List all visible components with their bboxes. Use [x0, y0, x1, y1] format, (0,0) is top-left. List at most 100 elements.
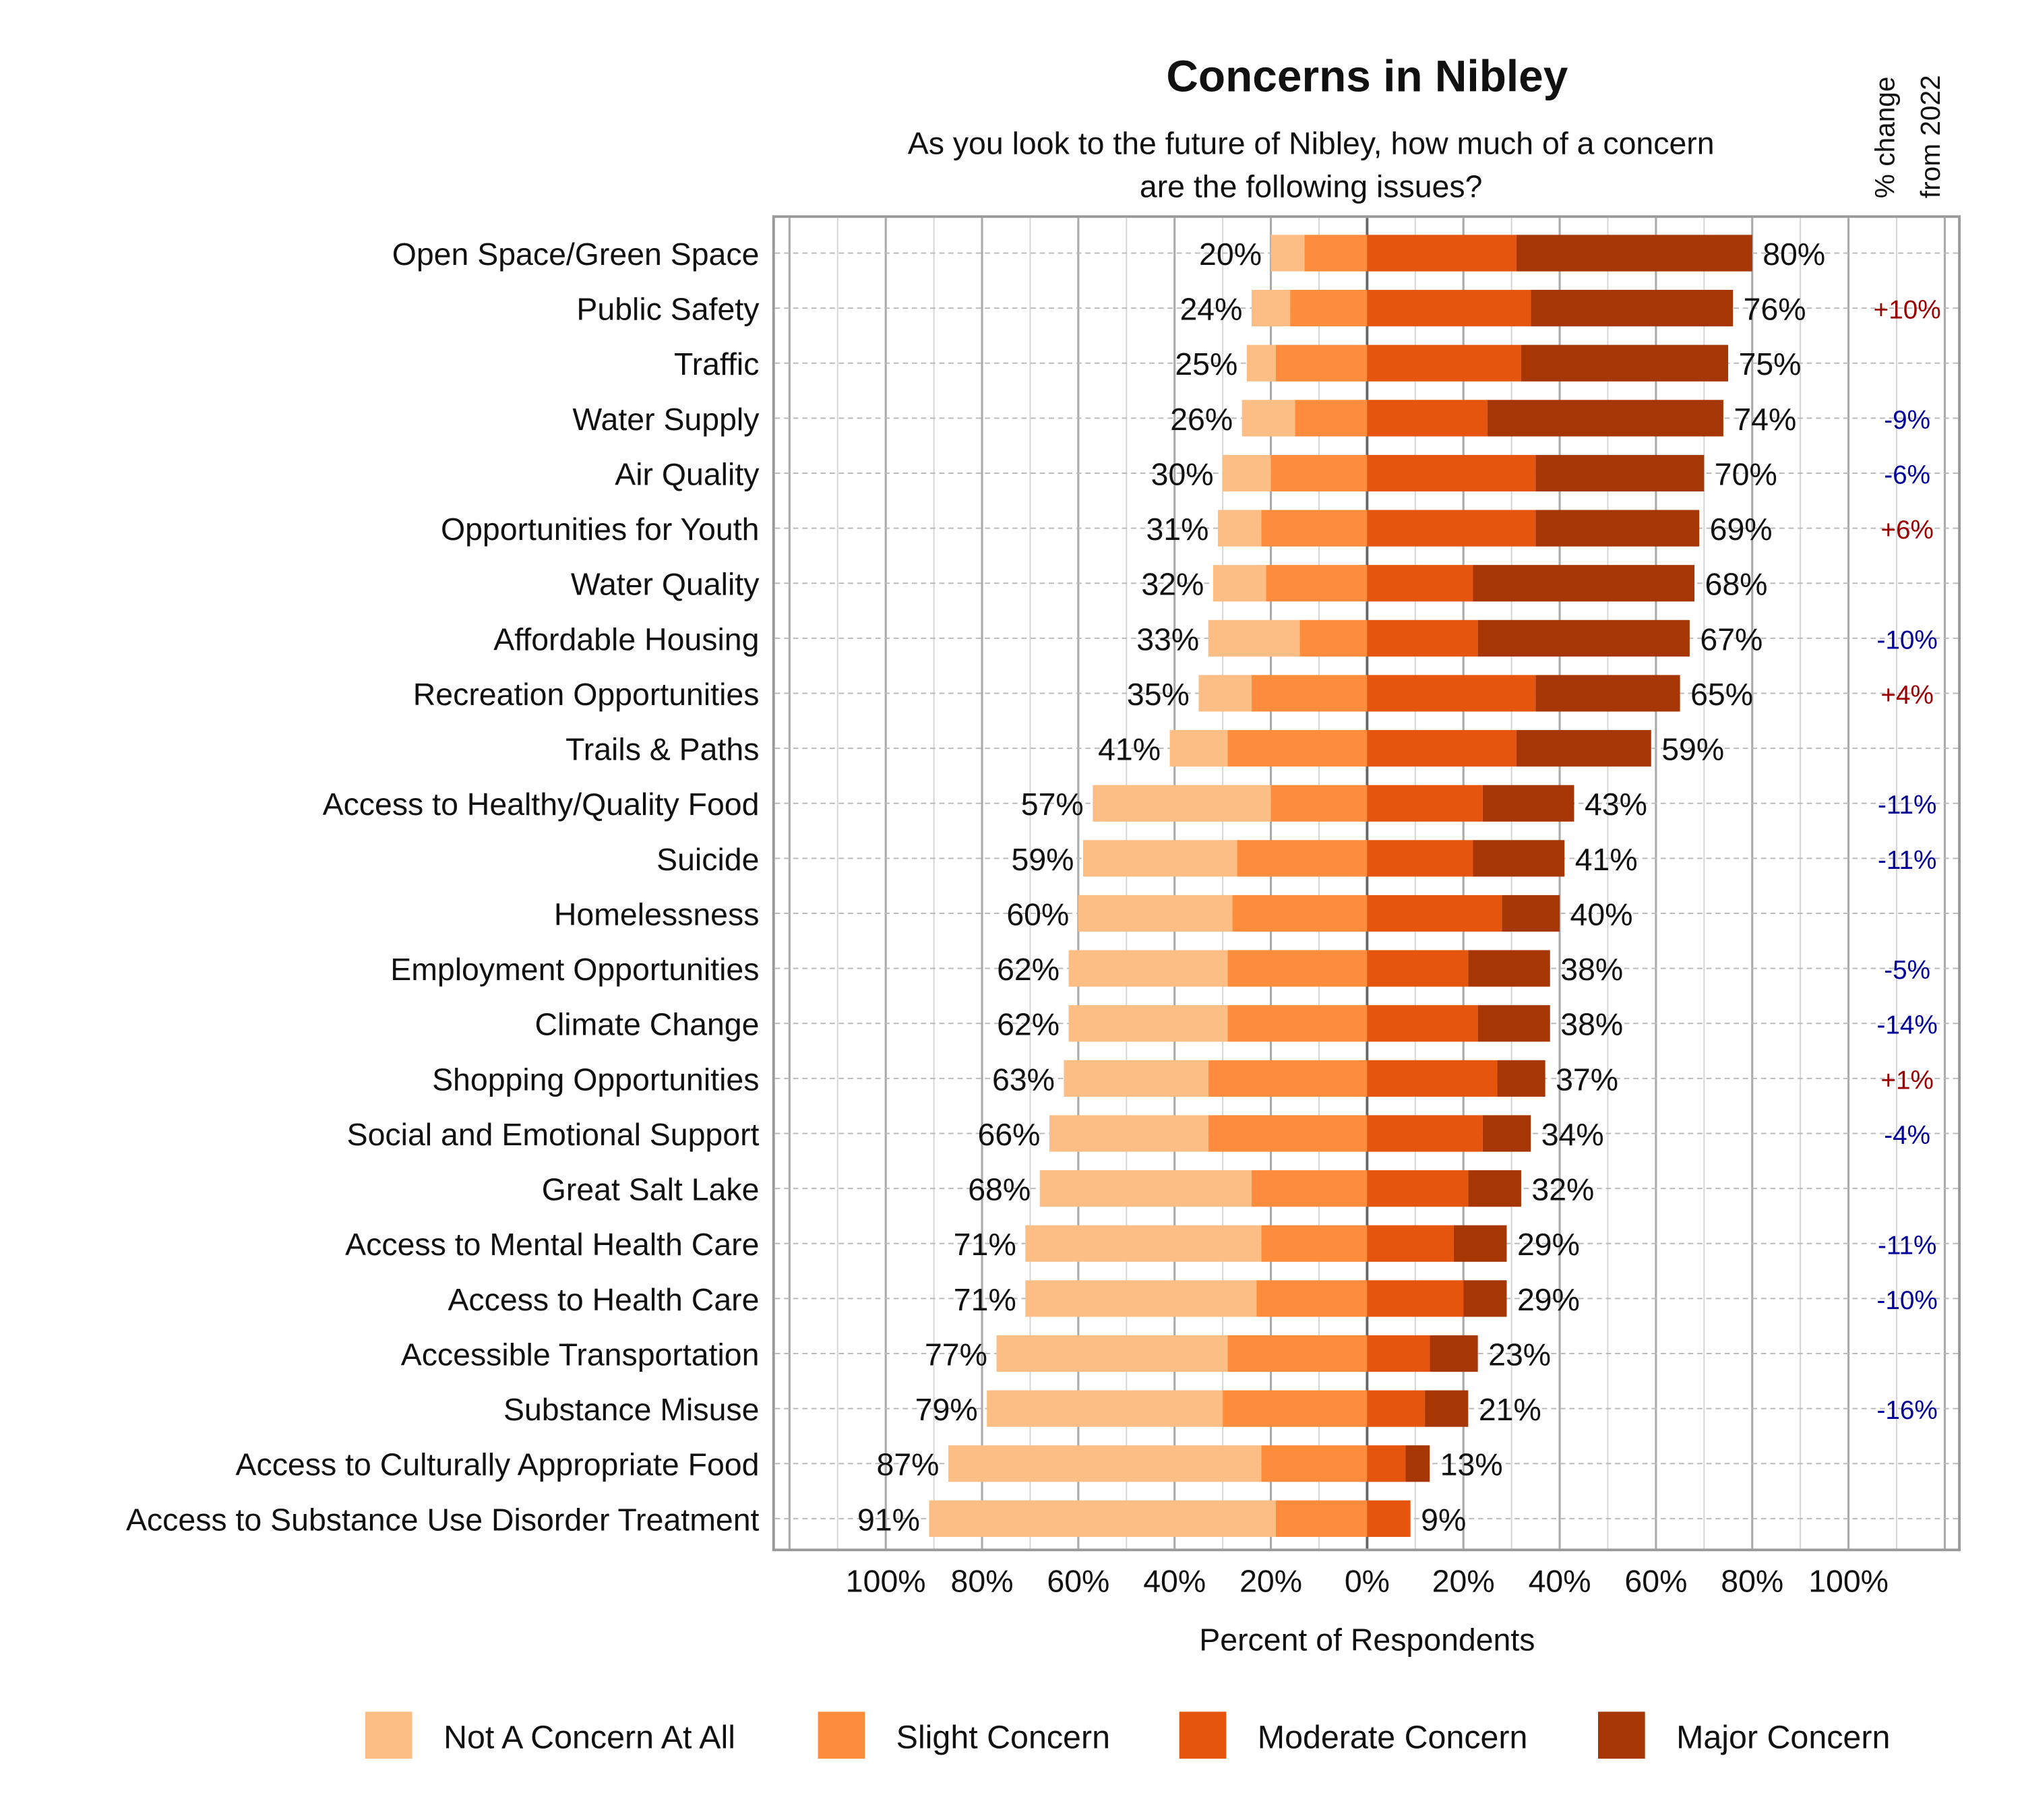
plot-border: [772, 215, 1961, 1552]
bar-slight-concern: [1227, 1005, 1368, 1042]
bar-not-a-concern: [1064, 1060, 1208, 1097]
bar-major-concern: [1477, 619, 1690, 657]
bar-not-a-concern: [1251, 290, 1291, 327]
bar-major-concern: [1482, 785, 1574, 822]
change-label: -16%: [1877, 1396, 1938, 1425]
right-total-label: 43%: [1585, 787, 1647, 822]
chart-title: Concerns in Nibley: [1166, 51, 1568, 100]
bar-not-a-concern: [1039, 1170, 1252, 1207]
bar-not-a-concern: [1083, 840, 1237, 877]
bar-slight-concern: [1208, 1115, 1368, 1152]
category-label: Recreation Opportunities: [413, 677, 760, 712]
bar-slight-concern: [1295, 400, 1368, 437]
category-label: Shopping Opportunities: [432, 1062, 759, 1097]
legend-swatch: [1597, 1711, 1645, 1759]
left-total-label: 35%: [1127, 677, 1190, 712]
right-total-label: 32%: [1531, 1172, 1594, 1207]
right-total-label: 29%: [1517, 1227, 1580, 1262]
right-total-label: 67%: [1700, 621, 1763, 657]
bar-slight-concern: [1208, 1060, 1368, 1097]
category-label: Access to Healthy/Quality Food: [323, 787, 760, 822]
left-total-label: 57%: [1021, 787, 1084, 822]
x-tick-label: 60%: [1047, 1563, 1109, 1598]
change-label: +6%: [1880, 516, 1934, 545]
left-total-label: 66%: [978, 1117, 1041, 1152]
bar-not-a-concern: [1198, 675, 1252, 712]
bar-moderate-concern: [1367, 235, 1516, 272]
bar-not-a-concern: [1217, 510, 1262, 547]
bar-major-concern: [1468, 950, 1550, 987]
right-total-label: 38%: [1560, 952, 1623, 987]
category-label: Public Safety: [576, 292, 760, 327]
left-total-label: 87%: [877, 1447, 940, 1482]
bar-major-concern: [1473, 565, 1695, 602]
category-label: Access to Substance Use Disorder Treatme…: [126, 1502, 760, 1537]
bar-not-a-concern: [1049, 1115, 1208, 1152]
bar-major-concern: [1453, 1225, 1507, 1262]
bar-slight-concern: [1304, 235, 1368, 272]
x-tick-label: 40%: [1143, 1563, 1206, 1598]
right-total-label: 69%: [1710, 512, 1773, 547]
left-total-label: 59%: [1012, 842, 1074, 877]
left-total-label: 63%: [992, 1062, 1055, 1097]
left-total-label: 41%: [1098, 732, 1161, 767]
bar-moderate-concern: [1367, 950, 1469, 987]
bar-moderate-concern: [1367, 1445, 1406, 1482]
bar-slight-concern: [1299, 619, 1368, 657]
left-total-label: 79%: [915, 1392, 978, 1427]
legend-swatch: [365, 1711, 412, 1759]
category-label: Suicide: [656, 842, 759, 877]
bar-not-a-concern: [1213, 565, 1266, 602]
bar-major-concern: [1497, 1060, 1545, 1097]
category-label: Access to Mental Health Care: [345, 1227, 759, 1262]
bar-major-concern: [1516, 235, 1752, 272]
chart-subtitle-line1: As you look to the future of Nibley, how…: [908, 125, 1715, 160]
bar-moderate-concern: [1367, 510, 1536, 547]
right-total-label: 9%: [1421, 1502, 1466, 1537]
left-total-label: 71%: [954, 1282, 1016, 1317]
bar-moderate-concern: [1367, 344, 1521, 382]
bar-moderate-concern: [1367, 1060, 1498, 1097]
left-total-label: 30%: [1151, 456, 1214, 491]
bar-major-concern: [1463, 1280, 1507, 1317]
bar-major-concern: [1535, 454, 1705, 492]
bar-not-a-concern: [1223, 454, 1271, 492]
change-label: -10%: [1877, 1286, 1938, 1315]
change-label: -6%: [1884, 460, 1930, 489]
bar-moderate-concern: [1367, 1005, 1478, 1042]
left-total-label: 68%: [968, 1172, 1031, 1207]
bar-slight-concern: [1270, 454, 1368, 492]
category-label: Water Supply: [572, 402, 760, 437]
bar-moderate-concern: [1367, 730, 1516, 767]
change-label: +4%: [1880, 681, 1934, 710]
bar-moderate-concern: [1367, 785, 1483, 822]
category-label: Water Quality: [571, 567, 760, 602]
right-total-label: 38%: [1560, 1007, 1623, 1042]
x-tick-label: 0%: [1345, 1563, 1390, 1598]
bar-slight-concern: [1266, 565, 1368, 602]
bar-major-concern: [1516, 730, 1651, 767]
category-label: Air Quality: [615, 456, 760, 491]
left-total-label: 31%: [1146, 512, 1208, 547]
left-total-label: 91%: [857, 1502, 920, 1537]
change-label: +1%: [1880, 1066, 1934, 1095]
right-total-label: 59%: [1661, 732, 1724, 767]
x-tick-label: 100%: [846, 1563, 926, 1598]
category-label: Affordable Housing: [493, 621, 759, 657]
bar-major-concern: [1482, 1115, 1531, 1152]
bar-major-concern: [1535, 510, 1700, 547]
change-label: -10%: [1877, 626, 1938, 655]
bar-slight-concern: [1290, 290, 1368, 327]
bar-slight-concern: [1261, 510, 1368, 547]
bar-moderate-concern: [1367, 840, 1473, 877]
bar-not-a-concern: [1093, 785, 1271, 822]
bar-major-concern: [1405, 1445, 1430, 1482]
change-label: -14%: [1877, 1011, 1938, 1040]
x-tick-label: 40%: [1529, 1563, 1591, 1598]
bar-moderate-concern: [1367, 619, 1478, 657]
bar-moderate-concern: [1367, 1500, 1411, 1537]
bar-major-concern: [1521, 344, 1729, 382]
category-label: Opportunities for Youth: [441, 512, 759, 547]
right-total-label: 75%: [1739, 346, 1802, 382]
bar-moderate-concern: [1367, 1390, 1426, 1427]
